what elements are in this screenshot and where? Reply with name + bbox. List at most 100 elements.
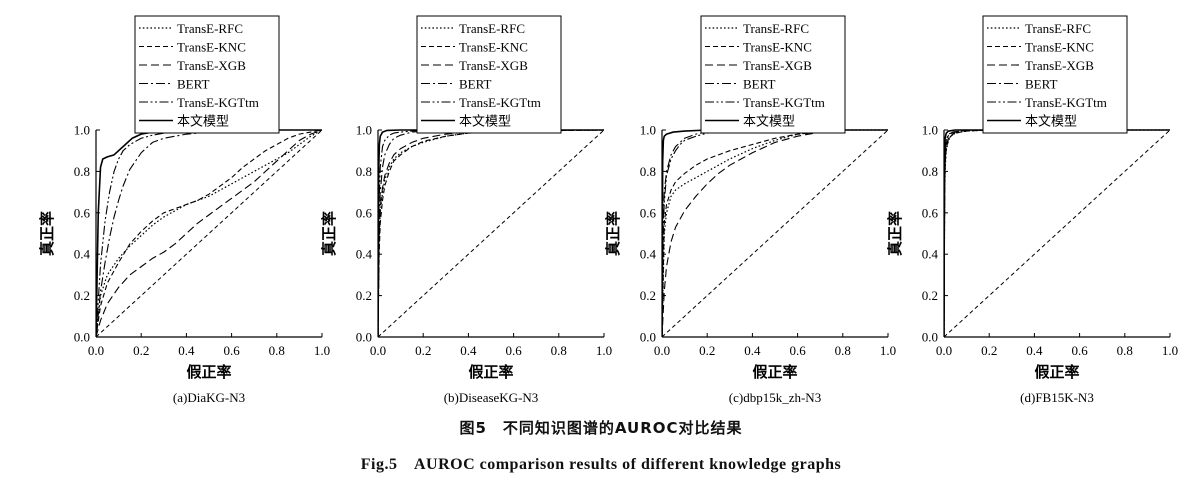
x-tick-label: 0.4	[460, 343, 477, 358]
x-tick-label: 0.0	[88, 343, 104, 358]
y-tick-label: 1.0	[356, 123, 372, 138]
y-tick-label: 0.2	[640, 288, 656, 303]
x-axis-title: 假正率	[752, 363, 797, 381]
y-tick-label: 0.8	[74, 164, 90, 179]
y-axis-title: 真正率	[604, 211, 622, 256]
legend-box	[416, 15, 562, 134]
legend-label: TransE-XGB	[459, 58, 528, 73]
legend-box	[700, 15, 846, 134]
diagonal-reference-line	[378, 129, 605, 337]
x-tick-label: 0.2	[981, 343, 997, 358]
legend-label: 本文模型	[459, 114, 511, 129]
series-line-3	[662, 129, 888, 337]
series-line-4	[944, 129, 1170, 337]
y-tick-label: 0.8	[922, 164, 938, 179]
legend-label: TransE-RFC	[1025, 21, 1091, 36]
x-tick-label: 1.0	[880, 343, 896, 358]
legend-label: BERT	[177, 77, 210, 92]
y-tick-label: 0.6	[74, 205, 91, 220]
x-tick-label: 1.0	[314, 343, 330, 358]
y-axis-title: 真正率	[320, 211, 338, 256]
x-tick-label: 0.6	[223, 343, 240, 358]
x-axis-title: 假正率	[1034, 363, 1079, 381]
chart-subtitle: (a)DiaKG-N3	[173, 390, 245, 405]
series-line-5	[378, 129, 604, 337]
x-tick-label: 0.4	[178, 343, 195, 358]
legend-label: TransE-RFC	[459, 21, 525, 36]
y-axis-title: 真正率	[38, 211, 56, 256]
y-tick-label: 1.0	[922, 123, 938, 138]
x-tick-label: 0.6	[1071, 343, 1088, 358]
x-tick-label: 0.2	[133, 343, 149, 358]
x-tick-label: 0.0	[370, 343, 386, 358]
legend-label: 本文模型	[177, 114, 229, 129]
chart-subtitle: (c)dbp15k_zh-N3	[729, 390, 821, 405]
diagonal-reference-line	[96, 129, 323, 337]
y-tick-label: 0.6	[356, 205, 373, 220]
diagonal-reference-line	[662, 129, 889, 337]
y-tick-label: 1.0	[74, 123, 90, 138]
x-tick-label: 0.0	[936, 343, 952, 358]
x-tick-label: 0.4	[1026, 343, 1043, 358]
series-line-6	[378, 129, 604, 337]
x-tick-label: 0.6	[505, 343, 522, 358]
legend-label: TransE-KNC	[177, 40, 246, 55]
chart-panel-2: 0.0 0.2 0.4 0.6 0.8 1.0 0.0 0.2 0.4 0.6 0.8 1.0 假正率 真…	[320, 15, 612, 405]
legend-label: TransE-KGTtm	[1025, 95, 1107, 110]
legend-label: BERT	[1025, 77, 1058, 92]
x-tick-label: 0.8	[1117, 343, 1133, 358]
y-tick-label: 0.6	[640, 205, 657, 220]
x-tick-label: 0.8	[269, 343, 285, 358]
x-tick-label: 0.6	[789, 343, 806, 358]
legend-box	[982, 15, 1128, 134]
chart-panel-4: 0.0 0.2 0.4 0.6 0.8 1.0 0.0 0.2 0.4 0.6 0.8 1.0 假正率 真…	[886, 15, 1178, 405]
legend-label: TransE-XGB	[743, 58, 812, 73]
y-tick-label: 0.6	[922, 205, 939, 220]
legend-label: TransE-KNC	[459, 40, 528, 55]
y-tick-label: 0.2	[922, 288, 938, 303]
x-axis-title: 假正率	[468, 363, 513, 381]
chart-panel-3: 0.0 0.2 0.4 0.6 0.8 1.0 0.0 0.2 0.4 0.6 0.8 1.0 假正率 真…	[604, 15, 896, 405]
x-axis-title: 假正率	[186, 363, 231, 381]
y-tick-label: 0.4	[640, 247, 657, 262]
legend-label: TransE-KNC	[743, 40, 812, 55]
legend-label: TransE-RFC	[177, 21, 243, 36]
chart-panel-1: 0.0 0.2 0.4 0.6 0.8 1.0 0.0 0.2 0.4 0.6 0.8 1.0 假正率 真…	[38, 15, 330, 405]
x-tick-label: 0.2	[699, 343, 715, 358]
legend-label: TransE-KGTtm	[459, 95, 541, 110]
legend-label: 本文模型	[1025, 114, 1077, 129]
figure-caption-cn: 图5 不同知识图谱的AUROC对比结果	[459, 419, 743, 437]
y-tick-label: 0.0	[640, 330, 656, 345]
y-tick-label: 0.4	[74, 247, 91, 262]
chart-subtitle: (d)FB15K-N3	[1020, 390, 1094, 405]
legend-label: TransE-XGB	[177, 58, 246, 73]
legend-label: BERT	[743, 77, 776, 92]
x-tick-label: 0.0	[654, 343, 670, 358]
legend-label: TransE-KGTtm	[177, 95, 259, 110]
x-tick-label: 0.4	[744, 343, 761, 358]
y-tick-label: 0.0	[922, 330, 938, 345]
legend-label: TransE-KGTtm	[743, 95, 825, 110]
y-tick-label: 0.8	[356, 164, 372, 179]
x-tick-label: 0.8	[835, 343, 851, 358]
legend-label: BERT	[459, 77, 492, 92]
y-tick-label: 0.2	[74, 288, 90, 303]
x-tick-label: 1.0	[596, 343, 612, 358]
series-line-3	[378, 129, 605, 337]
legend-label: TransE-KNC	[1025, 40, 1094, 55]
chart-subtitle: (b)DiseaseKG-N3	[444, 390, 539, 405]
y-axis-title: 真正率	[886, 211, 904, 256]
series-line-2	[96, 129, 323, 337]
y-tick-label: 1.0	[640, 123, 656, 138]
y-tick-label: 0.2	[356, 288, 372, 303]
x-tick-label: 0.2	[415, 343, 431, 358]
series-line-2	[662, 129, 888, 337]
y-tick-label: 0.4	[922, 247, 939, 262]
series-line-3	[96, 129, 323, 337]
x-tick-label: 1.0	[1162, 343, 1178, 358]
legend-label: 本文模型	[743, 114, 795, 129]
series-line-6	[944, 129, 1170, 337]
figure-caption-en: Fig.5 AUROC comparison results of differ…	[360, 456, 842, 473]
series-line-6	[662, 129, 888, 337]
